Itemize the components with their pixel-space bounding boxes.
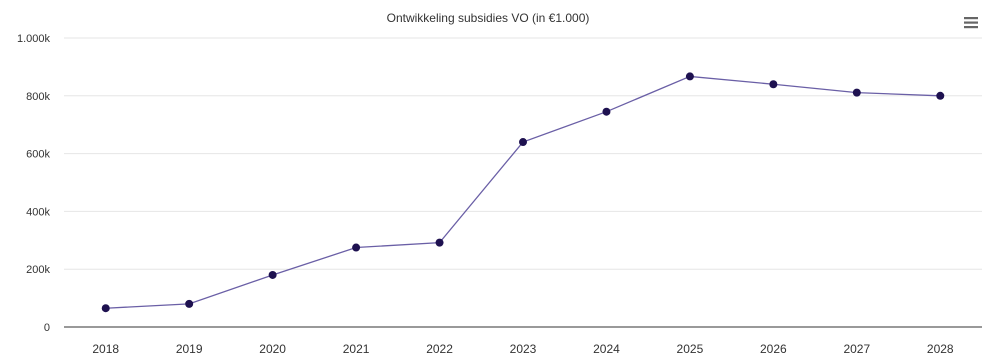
- x-tick-label: 2021: [343, 342, 370, 356]
- data-point[interactable]: [936, 91, 945, 100]
- y-tick-label: 800k: [26, 91, 50, 103]
- x-tick-label: 2020: [259, 342, 286, 356]
- data-point[interactable]: [185, 299, 194, 308]
- data-point[interactable]: [268, 270, 277, 279]
- data-point[interactable]: [352, 243, 361, 252]
- y-axis: 0 200k 400k 600k 800k 1.000k: [17, 33, 51, 334]
- y-tick-label: 0: [44, 322, 50, 334]
- gridlines: [64, 37, 982, 270]
- y-tick-label: 200k: [26, 264, 50, 276]
- x-tick-label: 2018: [92, 342, 119, 356]
- x-tick-label: 2023: [510, 342, 537, 356]
- x-tick-label: 2027: [843, 342, 870, 356]
- x-tick-label: 2024: [593, 342, 620, 356]
- series-group: [101, 72, 945, 313]
- y-tick-label: 1.000k: [17, 33, 51, 45]
- series-line: [105, 75, 941, 309]
- data-point[interactable]: [685, 72, 694, 81]
- hamburger-menu-icon: [964, 17, 978, 29]
- y-tick-label: 400k: [26, 206, 50, 218]
- y-tick-label: 600k: [26, 149, 50, 161]
- data-point[interactable]: [852, 88, 861, 97]
- x-tick-label: 2028: [927, 342, 954, 356]
- chart-menu-button[interactable]: [962, 12, 982, 32]
- data-point[interactable]: [769, 80, 778, 89]
- data-point[interactable]: [101, 304, 110, 313]
- data-point[interactable]: [602, 107, 611, 116]
- chart-title: Ontwikkeling subsidies VO (in €1.000): [387, 11, 590, 25]
- x-tick-label: 2025: [677, 342, 704, 356]
- x-tick-label: 2019: [176, 342, 203, 356]
- data-point[interactable]: [519, 138, 527, 147]
- x-tick-label: 2026: [760, 342, 787, 356]
- x-tick-label: 2022: [426, 342, 453, 356]
- data-point[interactable]: [435, 238, 444, 247]
- x-axis: 2018 2019 2020 2021 2022 2023 2024 2025 2026 2027…: [64, 326, 982, 356]
